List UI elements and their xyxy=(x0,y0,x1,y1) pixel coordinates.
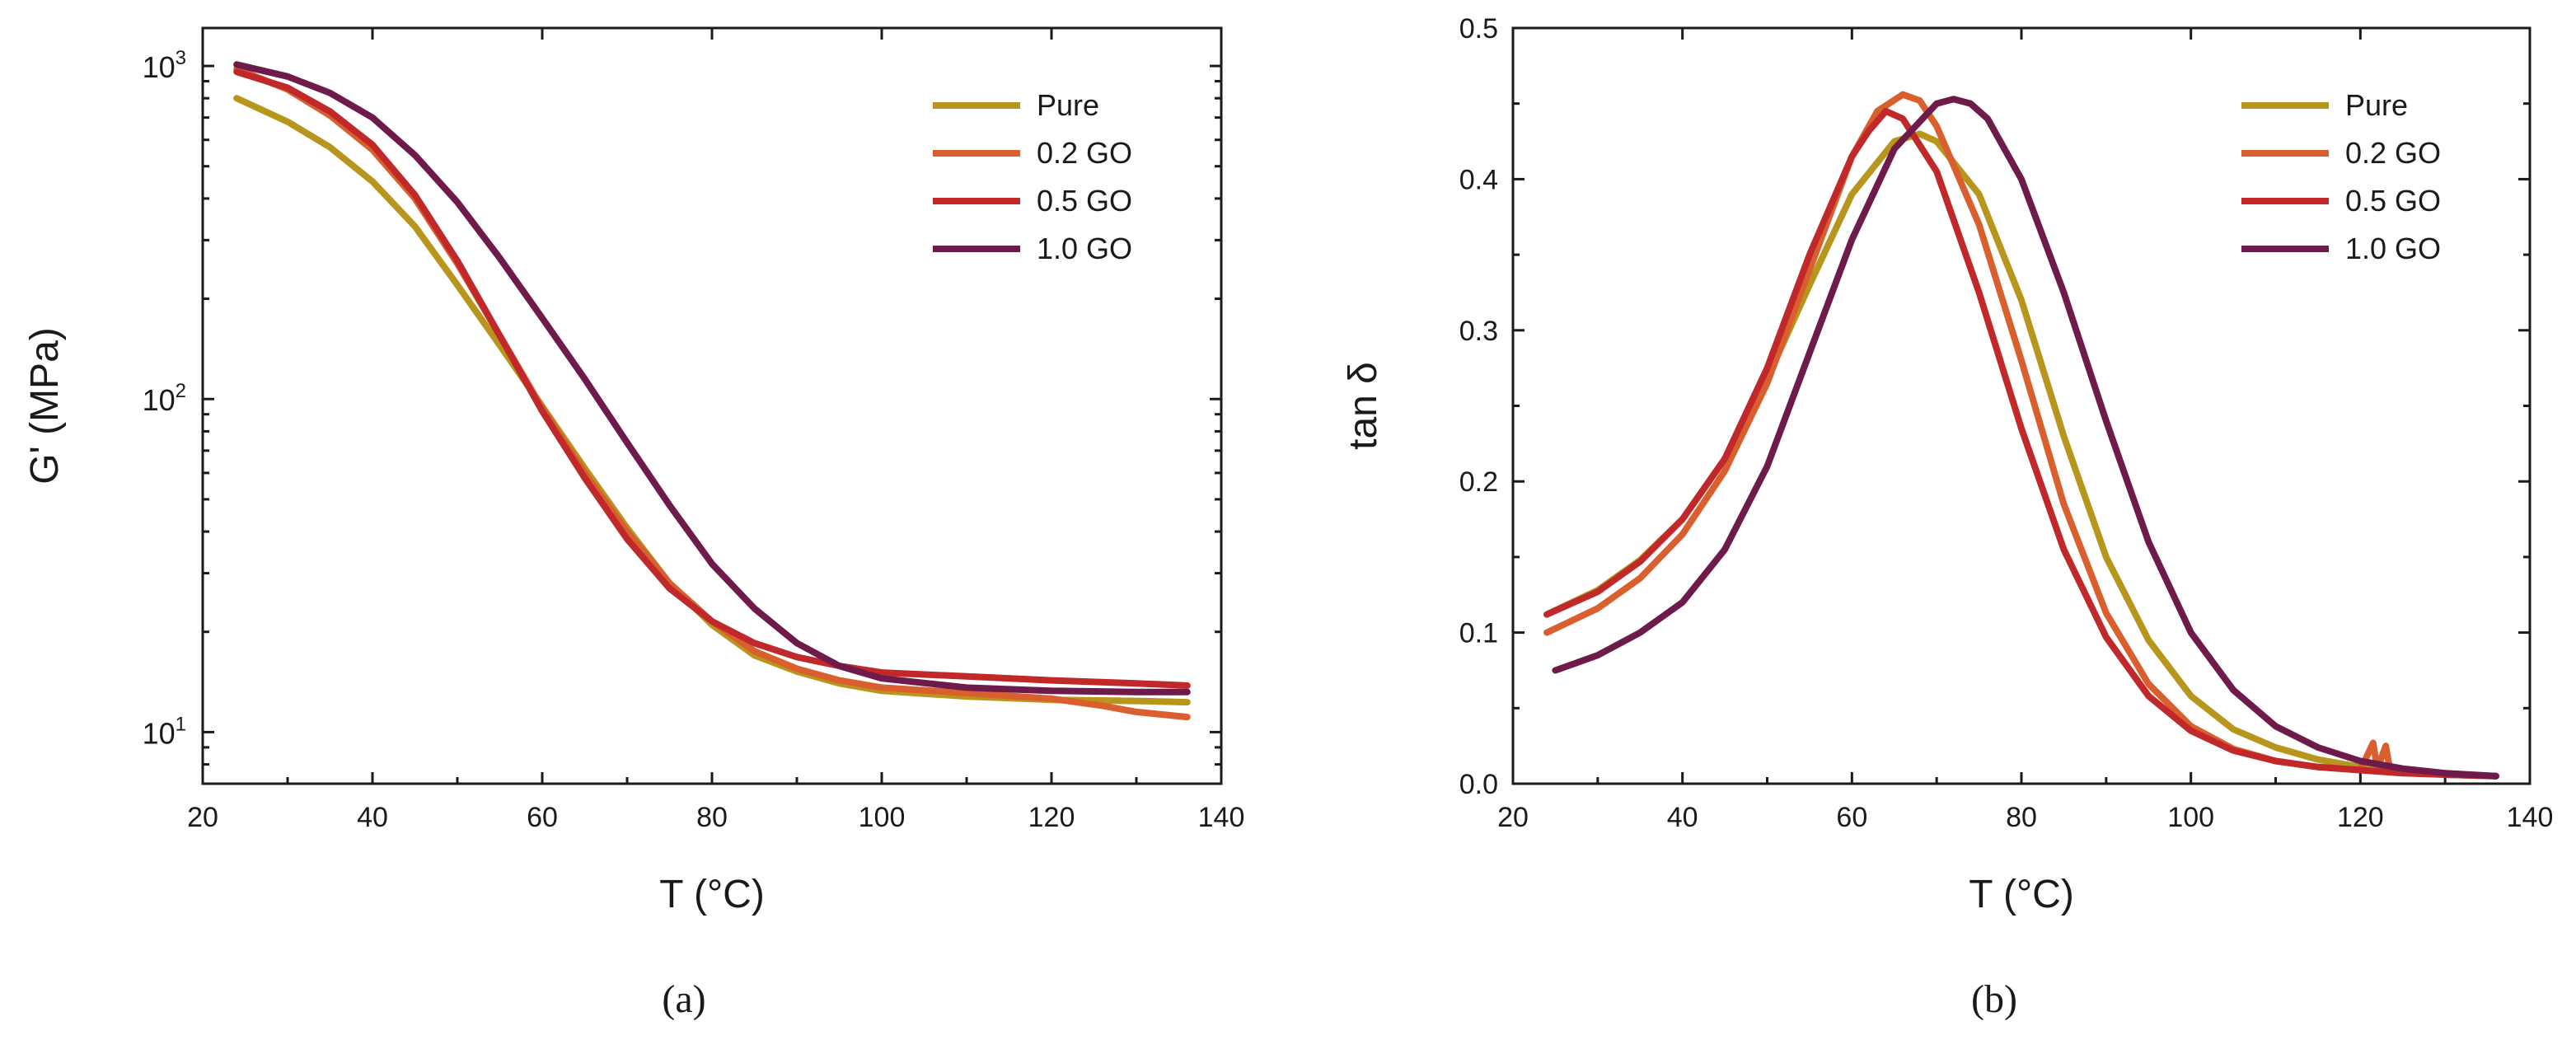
x-tick-label: 80 xyxy=(696,802,728,833)
y-tick-label: 103 xyxy=(143,47,186,84)
y-tick-label: 0.1 xyxy=(1459,618,1498,649)
x-axis-label: T (°C) xyxy=(1969,873,2074,916)
y-tick-label: 102 xyxy=(143,380,186,417)
legend-label: Pure xyxy=(2345,88,2408,122)
legend-label: 1.0 GO xyxy=(2345,232,2441,265)
panel-caption: (a) xyxy=(662,977,705,1021)
x-tick-label: 60 xyxy=(1836,802,1867,833)
legend-label: 0.2 GO xyxy=(1037,136,1132,170)
x-tick-label: 120 xyxy=(2337,802,2384,833)
series-line-1-0-go xyxy=(1552,96,2499,780)
y-tick-label: 0.2 xyxy=(1459,466,1498,498)
y-tick-label: 0.0 xyxy=(1459,769,1498,800)
series-line-pure xyxy=(1543,130,2499,780)
legend-label: 0.5 GO xyxy=(1037,184,1132,218)
x-tick-label: 120 xyxy=(1028,802,1075,833)
y-tick-label: 0.5 xyxy=(1459,13,1498,45)
x-tick-label: 140 xyxy=(2507,802,2554,833)
y-axis-label: tan δ xyxy=(1342,362,1385,450)
x-tick-label: 100 xyxy=(859,802,906,833)
chart-panel-a: 20 40 60 80 100 120 140 101 102 103 T (°C) G' (MPa)… xyxy=(23,26,1245,1021)
series-line-1-0-go xyxy=(233,61,1191,696)
series-line-0-2-go xyxy=(1543,91,2499,780)
x-tick-label: 60 xyxy=(527,802,558,833)
x-axis-label: T (°C) xyxy=(659,873,765,916)
y-tick-label: 0.4 xyxy=(1459,164,1498,195)
legend-label: 0.5 GO xyxy=(2345,184,2441,218)
x-tick-label: 80 xyxy=(2006,802,2037,833)
y-tick-label: 101 xyxy=(143,713,186,750)
x-tick-label: 40 xyxy=(1667,802,1698,833)
legend-label: 0.2 GO xyxy=(2345,136,2441,170)
legend-label: Pure xyxy=(1037,88,1099,122)
panel-caption: (b) xyxy=(1971,977,2017,1021)
legend: Pure 0.2 GO 0.5 GO 1.0 GO xyxy=(933,88,1132,265)
y-tick-label: 0.3 xyxy=(1459,316,1498,347)
legend-label: 1.0 GO xyxy=(1037,232,1132,265)
y-axis-label: G' (MPa) xyxy=(23,327,67,485)
x-tick-label: 40 xyxy=(357,802,388,833)
x-tick-label: 100 xyxy=(2167,802,2214,833)
x-tick-label: 20 xyxy=(1497,802,1529,833)
series-line-0-5-go xyxy=(233,68,1191,689)
series-line-0-5-go xyxy=(1543,107,2499,780)
x-tick-label: 140 xyxy=(1198,802,1245,833)
chart-panel-b: 20 40 60 80 100 120 140 0.0 0.1 0.2 0.3 0.4 0.5 T (°C… xyxy=(1342,13,2553,1021)
legend: Pure 0.2 GO 0.5 GO 1.0 GO xyxy=(2241,88,2441,265)
x-tick-label: 20 xyxy=(187,802,218,833)
